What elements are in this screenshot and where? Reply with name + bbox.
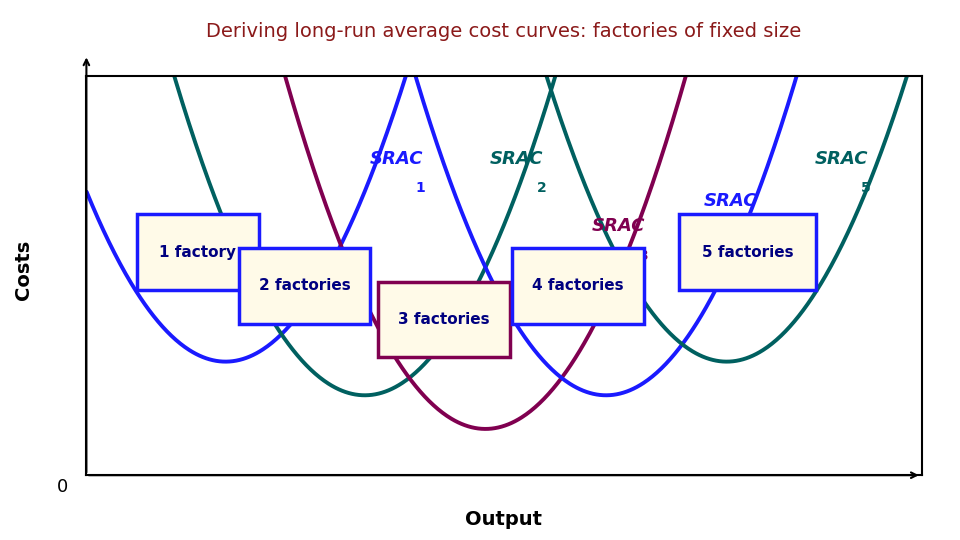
Text: SRAC: SRAC bbox=[592, 218, 646, 235]
Text: Deriving long-run average cost curves: factories of fixed size: Deriving long-run average cost curves: f… bbox=[206, 22, 802, 40]
Text: 4 factories: 4 factories bbox=[533, 279, 624, 293]
Text: 5: 5 bbox=[861, 181, 871, 195]
Text: 2 factories: 2 factories bbox=[258, 279, 350, 293]
Text: SRAC: SRAC bbox=[490, 150, 543, 168]
Text: 0: 0 bbox=[57, 478, 68, 496]
FancyBboxPatch shape bbox=[136, 214, 259, 290]
Text: 3 factories: 3 factories bbox=[397, 312, 490, 327]
Text: 3: 3 bbox=[638, 249, 648, 263]
Text: 2: 2 bbox=[537, 181, 546, 195]
Text: 4: 4 bbox=[750, 224, 759, 238]
FancyBboxPatch shape bbox=[513, 248, 644, 324]
Text: 1: 1 bbox=[416, 181, 425, 195]
Text: SRAC: SRAC bbox=[704, 192, 757, 210]
Text: SRAC: SRAC bbox=[815, 150, 869, 168]
Text: 5 factories: 5 factories bbox=[702, 245, 793, 260]
Text: Costs: Costs bbox=[14, 240, 34, 300]
FancyBboxPatch shape bbox=[239, 248, 371, 324]
FancyBboxPatch shape bbox=[680, 214, 816, 290]
FancyBboxPatch shape bbox=[378, 282, 510, 357]
Text: Output: Output bbox=[466, 510, 542, 529]
Text: SRAC: SRAC bbox=[370, 150, 423, 168]
Text: 1 factory: 1 factory bbox=[159, 245, 236, 260]
